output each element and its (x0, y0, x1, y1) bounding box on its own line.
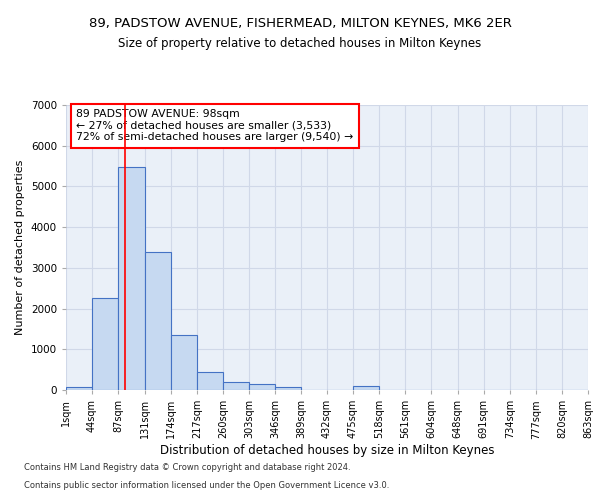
Text: Size of property relative to detached houses in Milton Keynes: Size of property relative to detached ho… (118, 38, 482, 51)
Text: Contains public sector information licensed under the Open Government Licence v3: Contains public sector information licen… (24, 481, 389, 490)
Bar (223, 382, 249, 390)
Bar (145, 252, 171, 390)
Bar (249, 384, 275, 390)
Bar (275, 387, 301, 390)
Y-axis label: Number of detached properties: Number of detached properties (15, 160, 25, 335)
Bar (66, 386, 92, 390)
Bar (92, 298, 118, 390)
Bar (353, 386, 379, 390)
Text: 89 PADSTOW AVENUE: 98sqm
← 27% of detached houses are smaller (3,533)
72% of sem: 89 PADSTOW AVENUE: 98sqm ← 27% of detach… (76, 110, 353, 142)
Text: 89, PADSTOW AVENUE, FISHERMEAD, MILTON KEYNES, MK6 2ER: 89, PADSTOW AVENUE, FISHERMEAD, MILTON K… (89, 18, 511, 30)
Text: Contains HM Land Registry data © Crown copyright and database right 2024.: Contains HM Land Registry data © Crown c… (24, 464, 350, 472)
Bar (171, 336, 197, 390)
Bar (197, 372, 223, 390)
Bar (118, 168, 145, 390)
X-axis label: Distribution of detached houses by size in Milton Keynes: Distribution of detached houses by size … (160, 444, 494, 457)
